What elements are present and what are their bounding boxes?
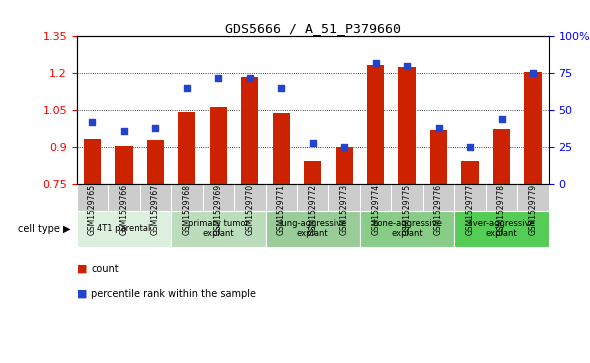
Point [150,125,160,131]
Bar [84,139,101,184]
FancyBboxPatch shape [171,184,202,211]
Text: 4T1 parental: 4T1 parental [97,224,150,233]
Point [214,75,223,81]
Bar [171,211,266,247]
FancyBboxPatch shape [423,184,454,211]
Bar [209,107,227,184]
Point [277,85,286,91]
Text: bone-aggressive
explant: bone-aggressive explant [372,219,442,238]
Text: GSM1529779: GSM1529779 [529,184,537,235]
Bar [493,129,510,184]
Point [402,63,412,69]
FancyBboxPatch shape [108,184,140,211]
Text: GSM1529766: GSM1529766 [119,184,129,235]
Bar [336,147,353,184]
FancyBboxPatch shape [297,184,329,211]
Text: GSM1529767: GSM1529767 [151,184,160,235]
FancyBboxPatch shape [266,184,297,211]
Text: GSM1529777: GSM1529777 [466,184,474,235]
Bar [398,67,416,184]
Point [497,116,506,122]
Text: GSM1529770: GSM1529770 [245,184,254,235]
FancyBboxPatch shape [360,184,391,211]
Text: ■: ■ [77,264,87,274]
Text: liver-aggressive
explant: liver-aggressive explant [468,219,535,238]
Point [119,128,129,134]
Bar [367,65,384,184]
Point [466,144,475,150]
Text: GSM1529775: GSM1529775 [402,184,412,235]
Bar [115,146,133,184]
Text: lung-aggressive
explant: lung-aggressive explant [279,219,346,238]
Text: GSM1529768: GSM1529768 [182,184,191,235]
Title: GDS5666 / A_51_P379660: GDS5666 / A_51_P379660 [225,22,401,35]
Bar [454,211,549,247]
Bar [525,72,542,184]
Bar [273,113,290,184]
Bar [77,211,171,247]
Bar [178,111,195,184]
Point [308,140,317,146]
Text: GSM1529776: GSM1529776 [434,184,443,235]
Text: cell type ▶: cell type ▶ [18,224,71,234]
FancyBboxPatch shape [486,184,517,211]
Bar [266,211,360,247]
Text: GSM1529774: GSM1529774 [371,184,380,235]
FancyBboxPatch shape [202,184,234,211]
FancyBboxPatch shape [77,184,108,211]
Point [182,85,192,91]
FancyBboxPatch shape [517,184,549,211]
Text: ■: ■ [77,289,87,299]
Point [245,75,254,81]
Bar [241,77,258,184]
Text: GSM1529771: GSM1529771 [277,184,286,235]
Point [434,125,443,131]
Point [528,70,537,76]
FancyBboxPatch shape [140,184,171,211]
Bar [430,130,447,184]
Text: GSM1529765: GSM1529765 [88,184,97,235]
Point [371,60,381,66]
Bar [360,211,454,247]
Text: GSM1529769: GSM1529769 [214,184,223,235]
Point [339,144,349,150]
FancyBboxPatch shape [234,184,266,211]
Text: percentile rank within the sample: percentile rank within the sample [91,289,257,299]
FancyBboxPatch shape [391,184,423,211]
Text: count: count [91,264,119,274]
FancyBboxPatch shape [329,184,360,211]
Text: GSM1529773: GSM1529773 [340,184,349,235]
Bar [461,161,478,184]
FancyBboxPatch shape [454,184,486,211]
Bar [304,161,322,184]
Text: GSM1529772: GSM1529772 [308,184,317,235]
Text: primary tumor
explant: primary tumor explant [188,219,249,238]
Bar [147,140,164,184]
Text: GSM1529778: GSM1529778 [497,184,506,235]
Point [88,119,97,125]
